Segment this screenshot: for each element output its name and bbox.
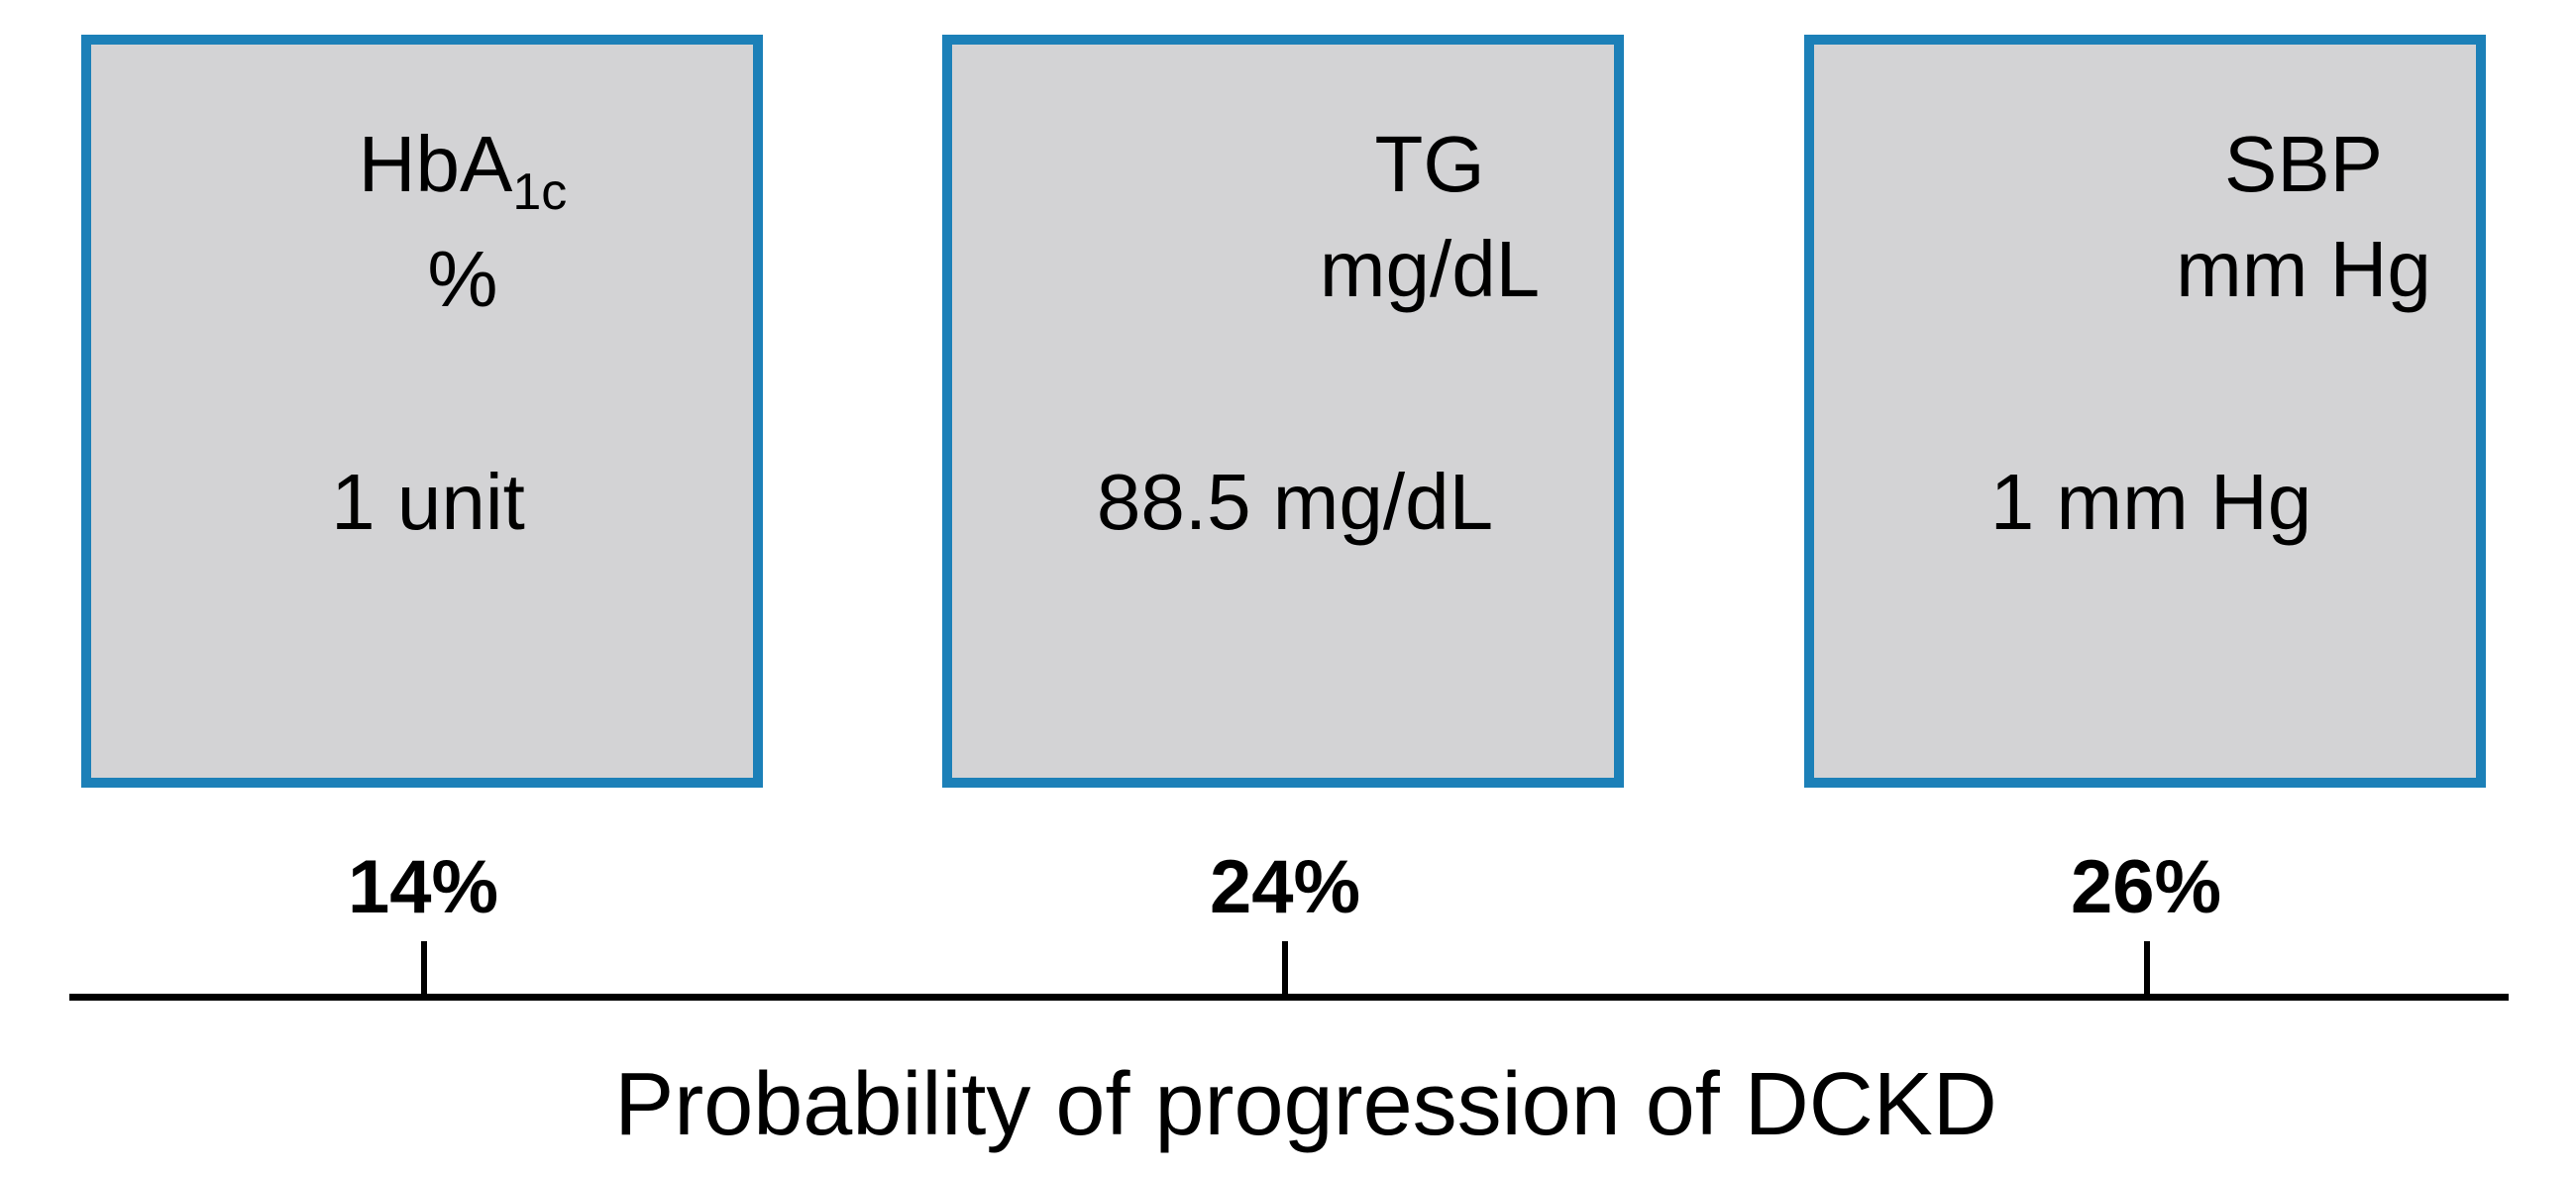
- axis-tick-tg: [1282, 941, 1288, 997]
- sbp-label-main: SBP: [2176, 112, 2431, 217]
- sbp-percent: 26%: [2071, 840, 2221, 935]
- hba1c-label-subscript: 1c: [512, 163, 567, 221]
- hba1c-label: HbA1c %: [359, 112, 568, 332]
- axis-tick-sbp: [2144, 941, 2150, 997]
- hba1c-label-main: HbA: [359, 120, 513, 208]
- sbp-label-unit: mm Hg: [2176, 217, 2431, 322]
- hba1c-value: 1 unit: [331, 453, 525, 552]
- tg-label: TG mg/dL: [1320, 112, 1540, 322]
- tg-box: TG mg/dL 88.5 mg/dL: [942, 35, 1624, 788]
- tg-label-unit: mg/dL: [1320, 217, 1540, 322]
- probability-axis-line: [69, 994, 2509, 1001]
- hba1c-box: HbA1c % 1 unit: [81, 35, 763, 788]
- diagram-canvas: HbA1c % 1 unit TG mg/dL 88.5 mg/dL SBP m…: [0, 0, 2576, 1177]
- tg-value: 88.5 mg/dL: [1097, 453, 1493, 552]
- hba1c-label-line: HbA1c: [359, 112, 568, 227]
- tg-label-main: TG: [1320, 112, 1540, 217]
- sbp-value: 1 mm Hg: [1990, 453, 2312, 552]
- axis-tick-hba1c: [421, 941, 427, 997]
- hba1c-label-unit: %: [359, 227, 568, 332]
- hba1c-percent: 14%: [348, 840, 498, 935]
- sbp-box: SBP mm Hg 1 mm Hg: [1804, 35, 2486, 788]
- sbp-label: SBP mm Hg: [2176, 112, 2431, 322]
- tg-percent: 24%: [1210, 840, 1360, 935]
- axis-title: Probability of progression of DCKD: [614, 1050, 1997, 1159]
